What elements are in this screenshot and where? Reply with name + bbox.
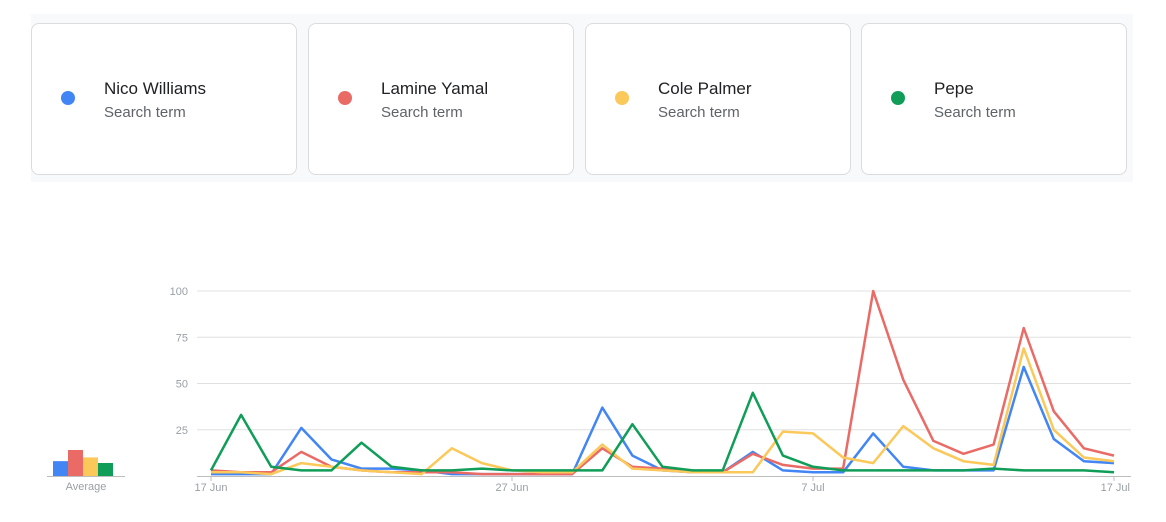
series-color-dot — [338, 91, 352, 105]
term-type: Search term — [104, 104, 186, 121]
x-tick-label: 27 Jun — [495, 482, 528, 494]
y-tick-label: 100 — [170, 286, 188, 298]
average-label: Average — [66, 481, 107, 493]
term-card-pepe[interactable]: Pepe Search term — [861, 23, 1127, 175]
term-card-lamine-yamal[interactable]: Lamine Yamal Search term — [308, 23, 574, 175]
series-line-pepe — [209, 391, 1115, 474]
average-bar-cole-palmer — [83, 457, 98, 476]
term-card-nico-williams[interactable]: Nico Williams Search term — [31, 23, 297, 175]
series-line-cole-palmer — [211, 347, 1115, 476]
term-type: Search term — [934, 104, 1016, 121]
term-name: Cole Palmer — [658, 79, 752, 98]
x-tick-label: 17 Jul — [1101, 482, 1130, 494]
y-tick-label: 50 — [176, 379, 188, 391]
y-tick-label: 75 — [176, 332, 188, 344]
average-bar-pepe — [98, 463, 113, 476]
x-tick-label: 17 Jun — [194, 482, 227, 494]
average-bar-nico-williams — [53, 461, 68, 476]
average-bar-lamine-yamal — [68, 450, 83, 476]
series-color-dot — [61, 91, 75, 105]
term-name: Pepe — [934, 79, 974, 98]
series-color-dot — [891, 91, 905, 105]
y-tick-label: 25 — [176, 425, 188, 437]
term-type: Search term — [381, 104, 463, 121]
term-name: Lamine Yamal — [381, 79, 489, 98]
x-tick-label: 7 Jul — [801, 482, 824, 494]
series-line-lamine-yamal — [210, 289, 1115, 476]
series-color-dot — [615, 91, 629, 105]
term-card-cole-palmer[interactable]: Cole Palmer Search term — [585, 23, 851, 175]
term-name: Nico Williams — [104, 79, 206, 98]
term-type: Search term — [658, 104, 740, 121]
